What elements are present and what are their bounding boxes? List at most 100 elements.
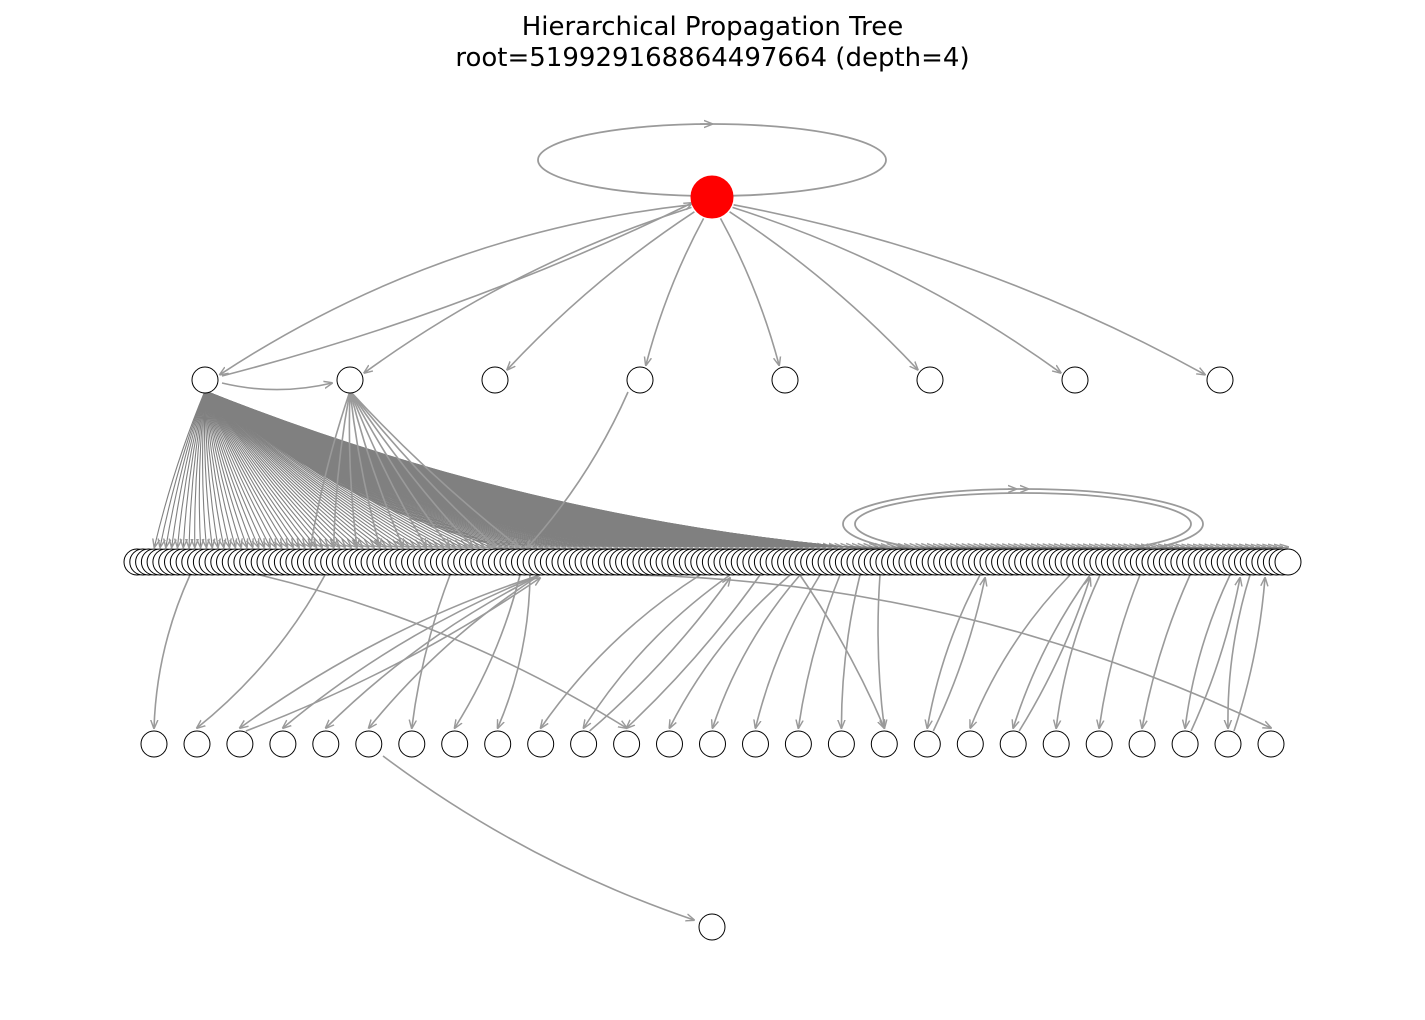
root-node bbox=[690, 175, 734, 219]
node-depth-1 bbox=[1206, 366, 1234, 394]
edge-fan bbox=[204, 390, 293, 547]
edge-fan bbox=[204, 390, 264, 547]
edge-d2-d3 bbox=[713, 574, 801, 728]
node-depth-1 bbox=[191, 366, 219, 394]
edge-d2-d3 bbox=[1228, 574, 1251, 728]
node-depth-3 bbox=[1171, 730, 1199, 758]
edge-d2-d3 bbox=[841, 574, 861, 728]
node-depth-3 bbox=[269, 730, 297, 758]
edge-d2-d3 bbox=[1013, 574, 1091, 728]
node-depth-3 bbox=[913, 730, 941, 758]
edge-d2-d3 bbox=[1056, 574, 1101, 728]
node-depth-3 bbox=[441, 730, 469, 758]
edge-d2-d3 bbox=[559, 573, 1271, 728]
edge-fan bbox=[195, 390, 206, 547]
node-depth-3 bbox=[999, 730, 1027, 758]
node-depth-3 bbox=[527, 730, 555, 758]
edge-fan bbox=[349, 390, 449, 547]
node-depth-3 bbox=[1257, 730, 1285, 758]
edge-root-child bbox=[646, 218, 705, 365]
edge-d1-root bbox=[221, 203, 692, 377]
edge-d2-d3 bbox=[154, 574, 191, 728]
edge-root-child bbox=[220, 204, 691, 375]
edge-d2-d3 bbox=[455, 574, 521, 728]
edge-fan bbox=[349, 390, 496, 547]
node-depth-3 bbox=[312, 730, 340, 758]
edge-fan bbox=[334, 390, 351, 547]
edge-root-child bbox=[719, 218, 780, 365]
edge-d2-d3 bbox=[877, 574, 884, 728]
node-depth-3 bbox=[570, 730, 598, 758]
edge-d3-d2 bbox=[1190, 578, 1240, 732]
edge-d2-d3 bbox=[927, 574, 981, 728]
edge-d1-d1 bbox=[221, 383, 332, 391]
edge-fan bbox=[204, 390, 305, 547]
edge-d2-d3 bbox=[498, 574, 531, 728]
node-depth-3 bbox=[1085, 730, 1113, 758]
node-depth-3 bbox=[784, 730, 812, 758]
edge-d2-d3 bbox=[197, 574, 326, 728]
node-depth-3 bbox=[656, 730, 683, 758]
chart-title: Hierarchical Propagation Tree bbox=[521, 12, 904, 42]
node-depth-3 bbox=[398, 730, 426, 758]
edge-fan bbox=[172, 390, 206, 547]
node-depth-1 bbox=[916, 366, 944, 394]
node-depth-3 bbox=[183, 730, 211, 758]
node-depth-1 bbox=[1061, 366, 1089, 394]
edge-fan bbox=[204, 390, 241, 547]
edge-fan bbox=[204, 390, 247, 547]
edge-d2-d3 bbox=[1142, 574, 1191, 728]
edge-d2-d3 bbox=[584, 574, 731, 728]
edge-fan bbox=[204, 390, 218, 547]
edge-fan bbox=[204, 390, 259, 547]
edge-fan bbox=[183, 390, 206, 547]
edge-fan bbox=[204, 390, 253, 547]
node-depth-3 bbox=[484, 730, 512, 758]
edge-fan bbox=[204, 390, 235, 547]
edge-fan bbox=[349, 390, 473, 547]
edge-bundle-dense bbox=[154, 390, 1288, 558]
chart-subtitle: root=519929168864497664 (depth=4) bbox=[455, 43, 970, 73]
edge-fan bbox=[189, 390, 206, 547]
edge-d2-d3 bbox=[756, 574, 821, 728]
node-depth-3 bbox=[827, 730, 855, 758]
node-depth-3 bbox=[870, 730, 898, 758]
edge-d2-d3 bbox=[799, 574, 884, 728]
edge-fan bbox=[204, 390, 224, 547]
edge-d2-d3 bbox=[326, 574, 541, 728]
edge-fan bbox=[166, 390, 206, 547]
edge-d2-d3 bbox=[1185, 574, 1231, 728]
node-depth-1 bbox=[771, 366, 799, 394]
node-depth-3 bbox=[226, 730, 254, 758]
edge-d2-d3 bbox=[798, 574, 841, 728]
node-depth-1 bbox=[626, 366, 654, 394]
edge-fan bbox=[204, 390, 282, 547]
edge-d2-d3 bbox=[283, 574, 541, 728]
edge-group bbox=[154, 124, 1271, 920]
edge-fan bbox=[203, 390, 212, 547]
node-depth-4 bbox=[698, 913, 726, 941]
edge-fan bbox=[160, 390, 206, 547]
node-depth-3 bbox=[699, 730, 726, 758]
edge-fan bbox=[199, 390, 206, 547]
node-depth-1 bbox=[336, 366, 364, 394]
edge-root-child bbox=[733, 204, 1205, 375]
edge-fan bbox=[349, 390, 403, 547]
edge-d3-d2 bbox=[1018, 578, 1090, 732]
edge-d3-d2 bbox=[589, 578, 730, 732]
edge-fan bbox=[348, 390, 356, 547]
edge-fan bbox=[204, 390, 276, 547]
edge-d2-d3 bbox=[670, 574, 791, 728]
edge-fan bbox=[349, 390, 519, 547]
edge-d2-d3 bbox=[970, 574, 1071, 728]
edge-root-child bbox=[507, 211, 695, 370]
edge-root-child bbox=[729, 211, 918, 370]
edge-d3-d2 bbox=[1233, 578, 1265, 732]
edge-d3-d4 bbox=[382, 755, 694, 920]
node-depth-3 bbox=[956, 730, 984, 758]
edge-fan bbox=[349, 390, 426, 547]
edge-d2-d3 bbox=[541, 574, 701, 728]
edge-fan bbox=[154, 390, 206, 547]
node-depth-3 bbox=[355, 730, 383, 758]
edge-d2-d3 bbox=[1099, 574, 1141, 728]
